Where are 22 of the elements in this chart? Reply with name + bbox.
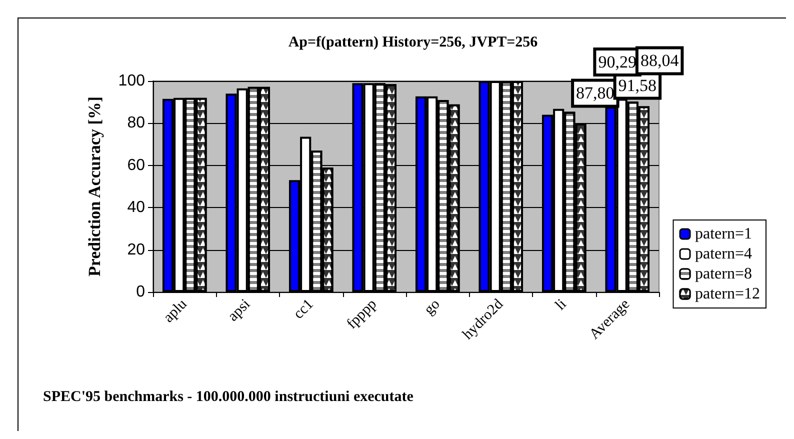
- y-axis-title: Prediction Accuracy [%]: [85, 96, 104, 277]
- legend-label: patern=8: [695, 266, 752, 282]
- x-tick-label: cc1: [290, 296, 317, 322]
- data-label: 88,04: [640, 51, 680, 70]
- x-tick-label: aplu: [160, 296, 191, 326]
- chart-title: Ap=f(pattern) History=256, JVPT=256: [288, 34, 538, 50]
- y-tick-label: 100: [118, 72, 146, 90]
- data-label: 91,58: [618, 76, 657, 95]
- data-label: 90,29: [598, 52, 636, 72]
- y-tick-label: 40: [127, 199, 146, 216]
- x-axis-title: SPEC'95 benchmarks - 100.000.000 instructiuni executate: [43, 389, 414, 405]
- legend-label: patern=12: [695, 286, 760, 302]
- legend-label: patern=4: [695, 246, 752, 262]
- y-tick-label: 0: [136, 284, 146, 300]
- y-tick-label: 20: [127, 241, 146, 258]
- x-tick-label: go: [421, 296, 444, 318]
- legend-label: patern=1: [695, 226, 752, 242]
- y-tick-label: 80: [127, 114, 146, 132]
- data-label: 87,80: [576, 84, 614, 103]
- y-tick-label: 60: [127, 156, 146, 174]
- x-tick-label: apsi: [225, 296, 254, 325]
- x-tick-label: li: [552, 296, 570, 314]
